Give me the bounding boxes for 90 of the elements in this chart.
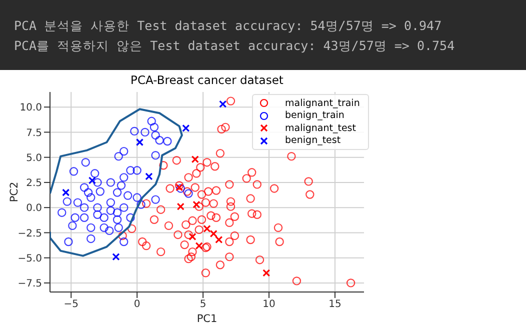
y-tick-label: 10.0 [20, 102, 42, 114]
point [68, 221, 77, 230]
point [219, 100, 227, 108]
point [93, 210, 102, 219]
point [81, 158, 90, 167]
text: PCA를 적용하지 않은 Test dataset accuracy: 43명/57명 => 0.754 [14, 37, 456, 55]
point [112, 215, 122, 224]
legend-label: malignant_train [285, 98, 360, 109]
y-axis-title: PC2 [8, 182, 21, 202]
line-series [50, 108, 183, 257]
point [86, 234, 96, 244]
y-tick-label: 0.0 [26, 203, 42, 214]
point [126, 166, 135, 175]
x-tick-label: 15 [328, 299, 342, 310]
point [136, 138, 144, 146]
y-tick-label: −5.0 [18, 253, 42, 264]
point [114, 223, 123, 232]
point [192, 200, 200, 208]
point [93, 203, 102, 212]
chart-title: PCA-Breast cancer dataset [130, 73, 284, 87]
point [112, 188, 122, 197]
point [203, 224, 211, 232]
point [62, 197, 72, 206]
point [80, 183, 89, 192]
point [106, 206, 116, 215]
y-tick-label: 7.5 [26, 128, 42, 139]
point [100, 223, 108, 232]
point [188, 232, 196, 241]
x-axis-title: PC1 [196, 313, 218, 325]
point [73, 198, 82, 207]
point [215, 236, 223, 244]
point [120, 173, 128, 182]
point [176, 202, 184, 210]
point [114, 152, 123, 161]
point [151, 150, 160, 160]
point [120, 237, 128, 246]
point [80, 213, 89, 222]
point [145, 172, 153, 180]
y-tick-label: −2.5 [18, 228, 42, 240]
point [105, 226, 114, 236]
point [58, 208, 66, 217]
point [140, 128, 150, 137]
point [151, 130, 160, 140]
y-tick-label: 5.0 [26, 152, 42, 164]
x-tick-label: 0 [134, 299, 140, 310]
point [86, 193, 96, 202]
x-tick-label: 5 [200, 299, 206, 310]
point [155, 136, 164, 145]
point [64, 237, 73, 246]
point [150, 122, 159, 132]
legend-label: benign_test [285, 135, 341, 146]
point [210, 230, 218, 238]
point [191, 156, 199, 164]
legend-label: benign_train [285, 110, 344, 122]
x-tick-label: −5 [64, 299, 78, 310]
text: PCA 분석을 사용한 Test dataset accuracy: 54명/57명 => 0.947 [14, 17, 443, 35]
point [182, 124, 190, 132]
point [136, 200, 146, 209]
point [70, 213, 80, 222]
point [62, 188, 70, 196]
point [112, 208, 122, 217]
point [147, 116, 156, 126]
y-tick-label: −7.5 [18, 278, 42, 290]
point [116, 181, 126, 190]
point [84, 188, 93, 197]
point [132, 193, 142, 202]
point [96, 187, 104, 196]
point [80, 203, 89, 212]
point [106, 198, 116, 207]
point [112, 253, 120, 261]
point [93, 178, 102, 187]
point [262, 269, 270, 277]
point [163, 136, 172, 146]
point [132, 166, 142, 175]
point [126, 213, 135, 222]
point [86, 223, 96, 232]
point [69, 167, 78, 176]
x-tick-label: 10 [262, 299, 276, 310]
point [123, 191, 132, 200]
y-tick-label: 2.5 [26, 178, 42, 189]
point [120, 146, 128, 156]
point [106, 178, 116, 187]
point [88, 176, 96, 184]
point [151, 195, 160, 204]
point [120, 203, 128, 212]
legend-label: malignant_test [285, 122, 356, 134]
point [100, 213, 108, 222]
point [130, 126, 139, 136]
point [195, 242, 203, 250]
point [90, 169, 100, 178]
